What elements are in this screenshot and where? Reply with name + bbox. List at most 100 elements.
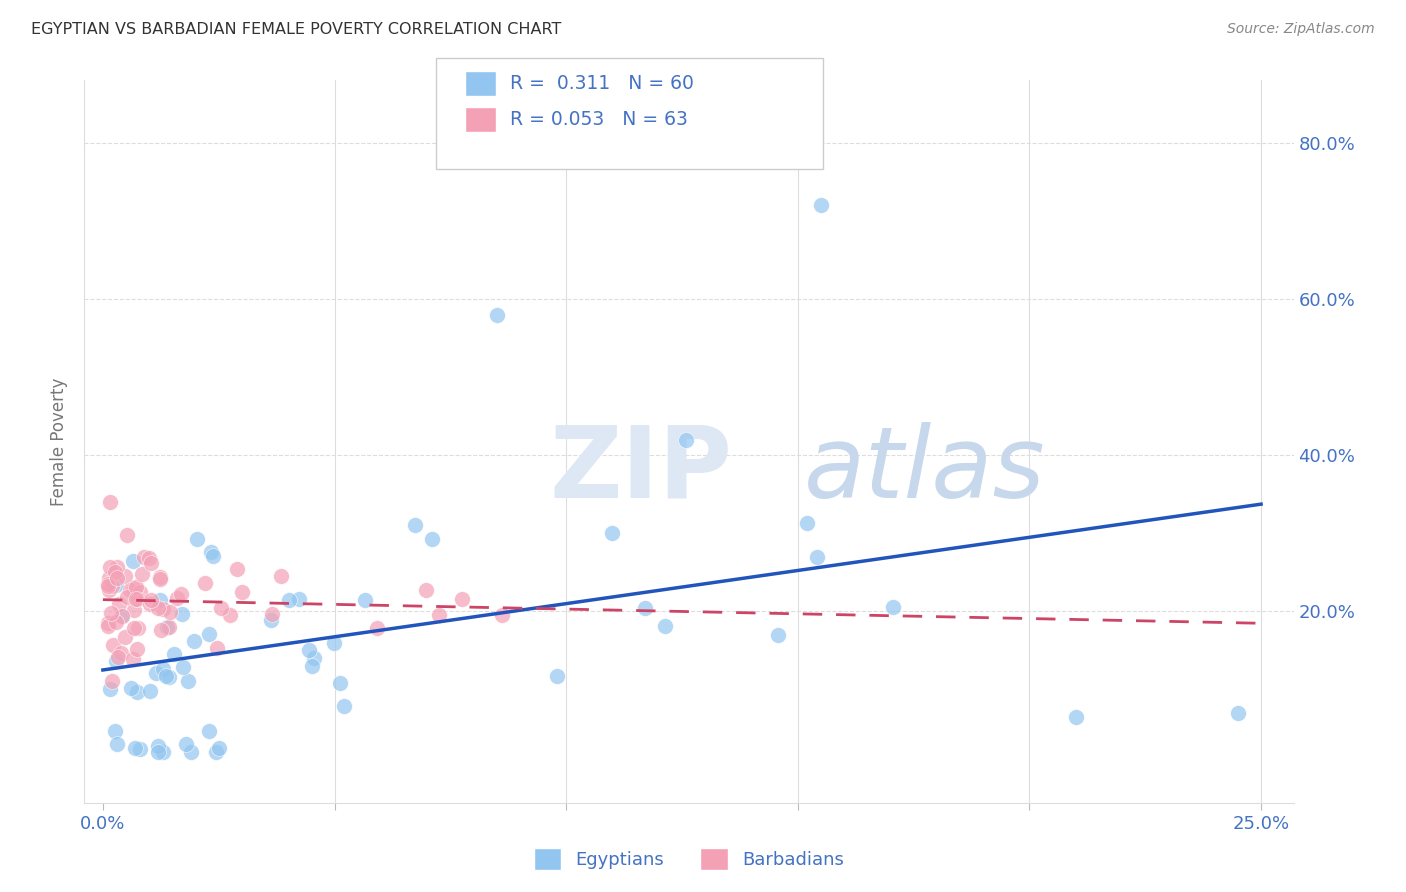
Point xyxy=(451,592,474,607)
Point xyxy=(602,526,624,541)
Point xyxy=(186,532,208,546)
Point xyxy=(260,614,283,628)
Point xyxy=(101,579,124,593)
Point xyxy=(796,516,818,531)
Point xyxy=(202,549,225,563)
Point xyxy=(139,684,162,698)
Point xyxy=(97,579,120,593)
Text: atlas: atlas xyxy=(804,422,1046,519)
Point xyxy=(194,575,217,590)
Point xyxy=(152,745,174,759)
Point xyxy=(287,592,309,607)
Point xyxy=(114,569,136,583)
Point xyxy=(170,607,193,622)
Point xyxy=(124,621,146,635)
Point xyxy=(278,592,301,607)
Point xyxy=(149,569,172,583)
Point xyxy=(105,560,128,574)
Point xyxy=(111,609,134,624)
Text: EGYPTIAN VS BARBADIAN FEMALE POVERTY CORRELATION CHART: EGYPTIAN VS BARBADIAN FEMALE POVERTY COR… xyxy=(31,22,561,37)
Point xyxy=(146,739,169,754)
Point xyxy=(122,582,145,596)
Point xyxy=(172,660,194,674)
Text: R =  0.311   N = 60: R = 0.311 N = 60 xyxy=(510,74,695,94)
Point xyxy=(139,592,162,607)
Point xyxy=(104,577,127,591)
Point xyxy=(654,619,676,633)
Point xyxy=(208,741,231,756)
Point xyxy=(120,582,142,597)
Point xyxy=(270,569,292,583)
Text: R = 0.053   N = 63: R = 0.053 N = 63 xyxy=(510,110,689,129)
Point xyxy=(150,624,173,638)
Point xyxy=(148,593,170,607)
Point xyxy=(404,517,426,532)
Point xyxy=(101,638,124,652)
Point xyxy=(810,198,832,212)
Point xyxy=(546,668,568,682)
Point xyxy=(218,608,240,623)
Point xyxy=(98,495,121,509)
Text: ZIP: ZIP xyxy=(550,422,733,519)
Text: Source: ZipAtlas.com: Source: ZipAtlas.com xyxy=(1227,22,1375,37)
Point xyxy=(128,742,150,756)
Point xyxy=(353,592,375,607)
Point xyxy=(108,597,131,611)
Point xyxy=(1064,710,1087,724)
Point xyxy=(155,669,177,683)
Point xyxy=(131,566,153,581)
Point xyxy=(132,549,155,564)
Point xyxy=(105,654,128,668)
Point xyxy=(420,532,443,546)
Point xyxy=(231,584,253,599)
Point xyxy=(97,576,120,591)
Point xyxy=(104,724,127,739)
Y-axis label: Female Poverty: Female Poverty xyxy=(51,377,69,506)
Point xyxy=(105,571,128,585)
Point xyxy=(163,647,186,661)
Point xyxy=(114,630,136,644)
Point xyxy=(197,723,219,738)
Point xyxy=(180,745,202,759)
Point xyxy=(139,597,162,611)
Point xyxy=(301,658,323,673)
Point xyxy=(882,600,904,615)
Point xyxy=(302,651,325,665)
Point xyxy=(127,591,149,606)
Point xyxy=(157,670,180,684)
Point xyxy=(766,628,789,642)
Point xyxy=(152,662,174,676)
Point xyxy=(170,587,193,601)
Point xyxy=(205,745,228,759)
Point xyxy=(117,528,139,542)
Point xyxy=(148,745,170,759)
Point xyxy=(415,582,437,597)
Point xyxy=(298,643,321,657)
Point xyxy=(675,434,697,448)
Point xyxy=(262,607,284,622)
Point xyxy=(122,603,145,617)
Point xyxy=(491,607,513,622)
Point xyxy=(205,641,228,656)
Point xyxy=(124,741,146,756)
Point xyxy=(485,308,508,322)
Point xyxy=(157,620,180,634)
Point xyxy=(183,634,205,648)
Point xyxy=(124,580,146,594)
Point xyxy=(97,615,120,630)
Point xyxy=(100,606,122,620)
Point xyxy=(115,591,138,605)
Point xyxy=(427,608,450,623)
Point xyxy=(97,571,120,585)
Point xyxy=(122,554,145,568)
Point xyxy=(200,544,222,558)
Point xyxy=(125,592,148,607)
Point xyxy=(159,605,181,619)
Point xyxy=(121,652,143,666)
Point xyxy=(127,621,149,635)
Point xyxy=(111,608,134,623)
Point xyxy=(634,601,657,615)
Point xyxy=(127,685,149,699)
Point xyxy=(152,602,174,616)
Point xyxy=(177,674,200,689)
